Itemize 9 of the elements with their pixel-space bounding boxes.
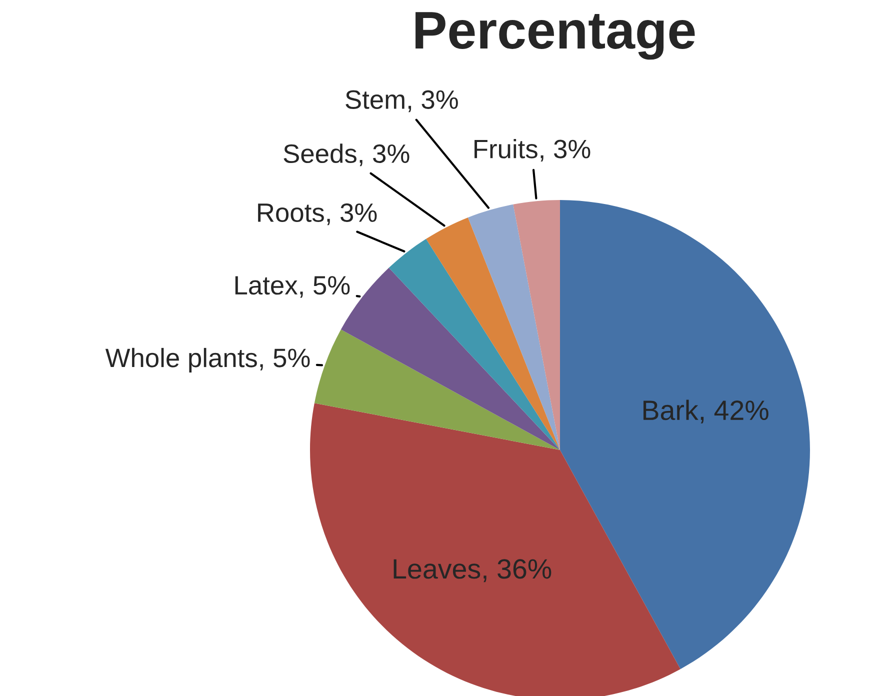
- slice-label: Whole plants, 5%: [105, 348, 310, 373]
- chart-title: Percentage: [416, 12, 695, 60]
- slice-label: Stem, 3%: [346, 90, 458, 112]
- slice-label: Latex, 5%: [235, 276, 350, 298]
- slice-label: Bark, 42%: [643, 400, 768, 424]
- slice-label: Fruits, 3%: [474, 139, 590, 162]
- slice-label: Leaves, 36%: [394, 559, 552, 582]
- slice-label: Seeds, 3%: [284, 144, 410, 166]
- slice-label: Roots, 3%: [258, 203, 377, 226]
